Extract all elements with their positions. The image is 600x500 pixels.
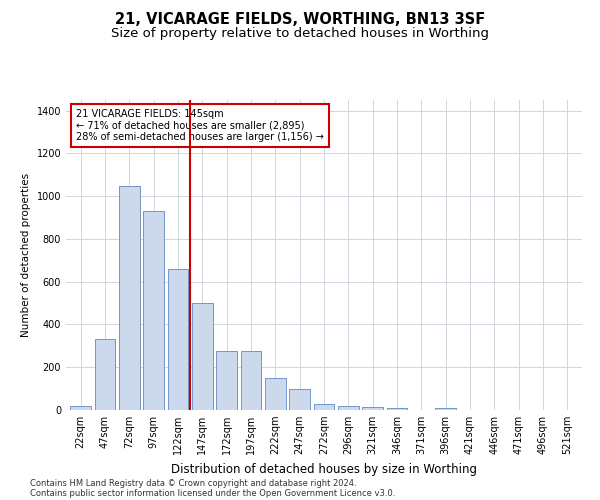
Bar — [119, 186, 140, 410]
Bar — [436, 408, 456, 410]
Bar — [241, 351, 262, 410]
X-axis label: Distribution of detached houses by size in Worthing: Distribution of detached houses by size … — [171, 462, 477, 475]
Bar — [95, 340, 115, 410]
Text: Size of property relative to detached houses in Worthing: Size of property relative to detached ho… — [111, 28, 489, 40]
Text: 21 VICARAGE FIELDS: 145sqm
← 71% of detached houses are smaller (2,895)
28% of s: 21 VICARAGE FIELDS: 145sqm ← 71% of deta… — [76, 110, 324, 142]
Bar — [192, 303, 212, 410]
Bar — [216, 351, 237, 410]
Bar — [265, 378, 286, 410]
Bar — [338, 406, 359, 410]
Bar — [314, 404, 334, 410]
Bar — [70, 406, 91, 410]
Y-axis label: Number of detached properties: Number of detached properties — [21, 173, 31, 337]
Bar — [143, 211, 164, 410]
Text: Contains public sector information licensed under the Open Government Licence v3: Contains public sector information licen… — [30, 488, 395, 498]
Text: 21, VICARAGE FIELDS, WORTHING, BN13 3SF: 21, VICARAGE FIELDS, WORTHING, BN13 3SF — [115, 12, 485, 28]
Text: Contains HM Land Registry data © Crown copyright and database right 2024.: Contains HM Land Registry data © Crown c… — [30, 478, 356, 488]
Bar — [167, 269, 188, 410]
Bar — [362, 407, 383, 410]
Bar — [289, 388, 310, 410]
Bar — [386, 408, 407, 410]
